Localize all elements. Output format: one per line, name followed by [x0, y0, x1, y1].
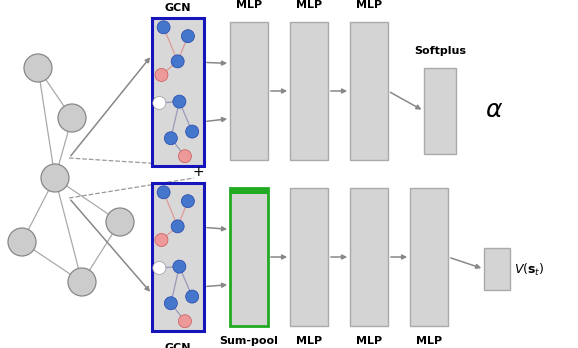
Circle shape — [179, 315, 191, 328]
Circle shape — [186, 125, 199, 138]
Circle shape — [8, 228, 36, 256]
Circle shape — [155, 234, 168, 246]
Circle shape — [173, 260, 186, 273]
Circle shape — [41, 164, 69, 192]
Circle shape — [164, 132, 177, 145]
Text: MLP: MLP — [356, 336, 382, 346]
Circle shape — [157, 186, 170, 199]
Text: GCN: GCN — [165, 3, 191, 13]
Circle shape — [153, 96, 166, 110]
Circle shape — [186, 290, 199, 303]
Circle shape — [181, 30, 194, 43]
Text: Sum-pool: Sum-pool — [220, 336, 279, 346]
Circle shape — [68, 268, 96, 296]
Text: $\alpha$: $\alpha$ — [485, 98, 503, 122]
Bar — [350, 22, 388, 160]
Circle shape — [179, 150, 191, 163]
Text: MLP: MLP — [236, 0, 262, 10]
Circle shape — [173, 95, 186, 108]
Circle shape — [155, 69, 168, 81]
Bar — [290, 22, 328, 160]
Bar — [230, 22, 268, 160]
Circle shape — [164, 297, 177, 310]
Bar — [230, 188, 268, 194]
Text: $V(\mathbf{s}_t)$: $V(\mathbf{s}_t)$ — [514, 262, 544, 278]
Bar — [230, 188, 268, 326]
Bar — [350, 188, 388, 326]
Bar — [290, 188, 328, 326]
Bar — [152, 183, 204, 331]
Bar — [424, 68, 456, 154]
Circle shape — [106, 208, 134, 236]
Bar — [410, 188, 448, 326]
Text: MLP: MLP — [416, 336, 442, 346]
Circle shape — [58, 104, 86, 132]
Text: +: + — [192, 165, 204, 179]
Circle shape — [153, 261, 166, 275]
Text: MLP: MLP — [356, 0, 382, 10]
Circle shape — [171, 55, 184, 68]
Circle shape — [171, 220, 184, 233]
Circle shape — [24, 54, 52, 82]
Text: GCN: GCN — [165, 343, 191, 348]
Text: MLP: MLP — [296, 336, 322, 346]
Circle shape — [157, 21, 170, 34]
Text: MLP: MLP — [296, 0, 322, 10]
Circle shape — [181, 195, 194, 208]
Text: Softplus: Softplus — [414, 46, 466, 56]
Bar — [484, 248, 510, 290]
Bar — [152, 18, 204, 166]
